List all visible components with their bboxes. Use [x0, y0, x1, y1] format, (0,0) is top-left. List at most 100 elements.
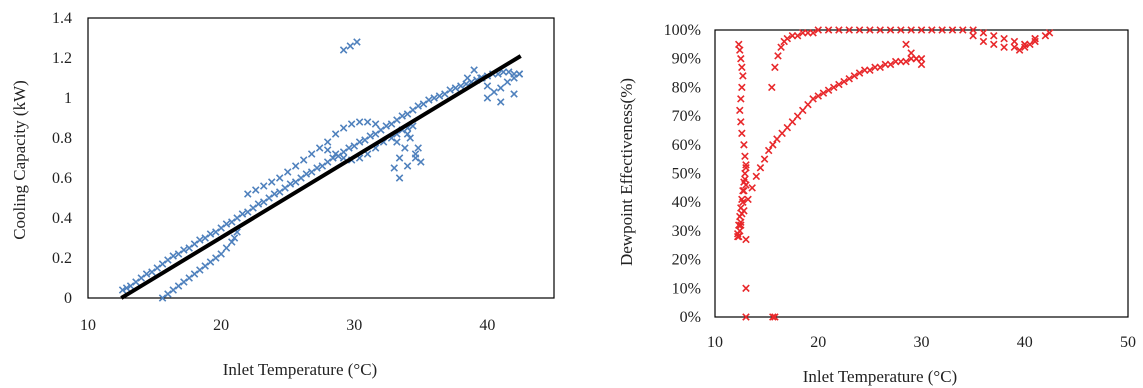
data-point [1010, 43, 1019, 51]
data-point [855, 69, 864, 77]
data-point [201, 262, 209, 270]
data-point [169, 252, 177, 260]
data-point [318, 162, 327, 170]
data-point [196, 236, 204, 244]
data-point [353, 38, 361, 46]
data-point [339, 46, 348, 54]
data-point [238, 210, 247, 218]
data-point [979, 37, 988, 46]
data-point [483, 94, 492, 102]
data-point [738, 195, 746, 204]
y-tick-label: 100% [664, 22, 701, 39]
data-point [249, 204, 257, 212]
data-point [302, 170, 311, 178]
data-point [244, 190, 252, 198]
data-point [733, 232, 742, 241]
data-point [291, 162, 300, 170]
data-point [270, 190, 279, 198]
data-point [793, 112, 802, 120]
data-point [793, 31, 802, 40]
data-point [201, 234, 209, 242]
data-point [742, 235, 750, 244]
data-point [395, 154, 404, 162]
data-point [1045, 29, 1054, 37]
data-point [510, 90, 518, 98]
data-point [275, 174, 284, 182]
data-point [737, 218, 745, 227]
data-point [814, 92, 823, 100]
data-point [228, 218, 236, 226]
data-point [764, 146, 773, 155]
y-tick-label: 1.4 [52, 10, 72, 27]
data-point [752, 172, 761, 181]
y-tick-label: 10% [672, 280, 701, 297]
data-point [339, 124, 348, 132]
data-point [347, 120, 356, 128]
data-point [756, 163, 765, 172]
data-point [331, 130, 340, 138]
data-point [771, 63, 779, 72]
data-point [286, 180, 295, 188]
data-point [233, 214, 241, 222]
data-point [496, 98, 505, 106]
data-point [737, 221, 745, 229]
data-point [403, 162, 412, 170]
data-point [515, 70, 524, 78]
data-point [425, 96, 433, 104]
x-tick-label: 20 [810, 334, 826, 351]
data-point [1031, 37, 1039, 46]
data-point [142, 270, 151, 278]
data-point [740, 207, 748, 215]
data-point [323, 158, 332, 166]
data-point [291, 178, 300, 186]
data-point [496, 84, 505, 92]
data-point [307, 168, 316, 176]
data-point [430, 94, 438, 102]
data-point [510, 74, 518, 82]
data-point [403, 110, 412, 118]
data-point [897, 26, 905, 34]
data-point [401, 144, 409, 152]
data-point [809, 29, 817, 37]
data-point [804, 100, 812, 109]
data-point [737, 118, 745, 126]
data-point [148, 268, 156, 276]
data-point [737, 54, 745, 63]
data-point [741, 152, 749, 161]
data-point [371, 130, 380, 138]
data-point [738, 129, 746, 138]
data-point [738, 63, 746, 72]
data-point [206, 258, 215, 266]
data-point [361, 136, 369, 144]
data-point [323, 146, 332, 154]
data-point [979, 29, 988, 37]
data-point [788, 118, 797, 126]
data-point [164, 256, 172, 264]
data-point [196, 266, 204, 274]
data-point [259, 182, 268, 190]
data-point [217, 250, 225, 258]
data-point [835, 80, 843, 89]
data-point [390, 164, 398, 172]
data-point [778, 129, 786, 138]
data-point [928, 26, 936, 34]
data-point [783, 34, 792, 43]
data-point [132, 278, 140, 286]
data-point [387, 120, 396, 128]
data-point [814, 26, 823, 34]
y-tick-label: 0 [64, 290, 72, 307]
y-axis-ticks: 0 0.2 0.4 0.6 0.8 1 1.2 1.4 [52, 10, 72, 307]
data-point [411, 150, 420, 158]
data-point [180, 278, 188, 286]
data-point [742, 313, 750, 321]
data-point [212, 228, 220, 236]
data-point [824, 86, 833, 95]
x-tick-label: 30 [914, 334, 930, 351]
data-point [886, 26, 895, 34]
y-tick-label: 0.8 [52, 130, 72, 147]
data-point [736, 212, 744, 221]
x-tick-label: 30 [346, 317, 362, 334]
data-point [393, 116, 401, 124]
data-point [417, 158, 425, 166]
data-point [174, 282, 183, 290]
